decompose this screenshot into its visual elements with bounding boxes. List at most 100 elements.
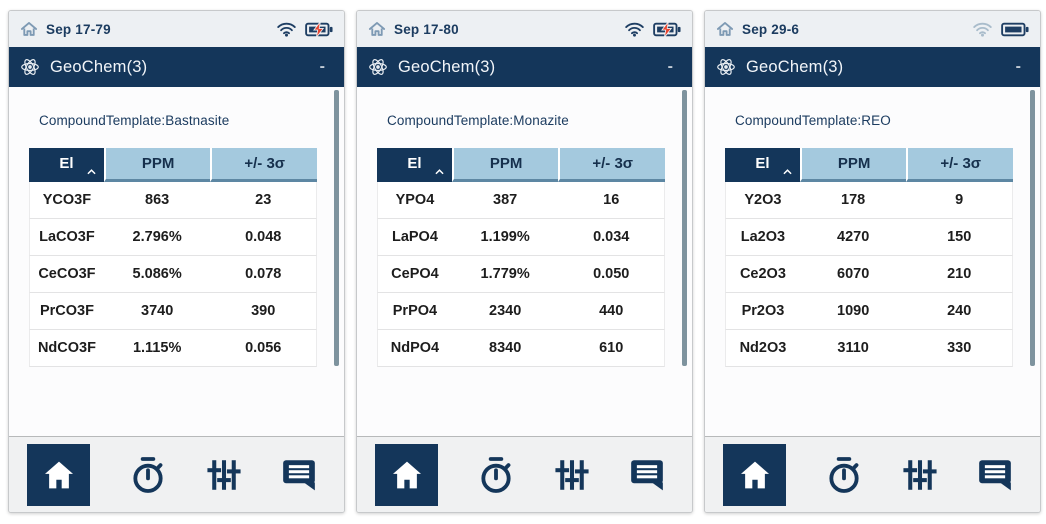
table-cell: 0.078 bbox=[210, 256, 317, 293]
column-header-ppm[interactable]: PPM bbox=[799, 148, 907, 182]
notes-button[interactable] bbox=[976, 457, 1014, 492]
table-row: YPO4 387 16 bbox=[377, 182, 665, 219]
charging-bolt-icon bbox=[305, 22, 333, 37]
table-row: NdPO4 8340 610 bbox=[377, 330, 665, 367]
chat-icon bbox=[280, 457, 318, 492]
notes-button[interactable] bbox=[628, 457, 666, 492]
table-cell: CeCO3F bbox=[29, 256, 104, 293]
column-header-element[interactable]: El bbox=[29, 148, 104, 182]
bottom-toolbar bbox=[705, 436, 1040, 512]
table-cell: LaCO3F bbox=[29, 219, 104, 256]
battery-icon bbox=[305, 22, 333, 37]
table-cell: 8340 bbox=[451, 330, 559, 367]
home-nav-button[interactable] bbox=[27, 443, 90, 506]
app-header: GeoChem(3) - bbox=[9, 47, 344, 87]
column-header-ppm[interactable]: PPM bbox=[103, 148, 211, 182]
table-header-row: El PPM +/- 3σ bbox=[377, 148, 665, 182]
battery-icon bbox=[653, 22, 681, 37]
table-row: YCO3F 863 23 bbox=[29, 182, 317, 219]
table-row: Ce2O3 6070 210 bbox=[725, 256, 1013, 293]
test-timer-button[interactable] bbox=[476, 455, 516, 495]
vertical-scrollbar[interactable] bbox=[1030, 90, 1035, 366]
column-header-ppm[interactable]: PPM bbox=[451, 148, 559, 182]
table-cell: 210 bbox=[906, 256, 1013, 293]
stopwatch-icon bbox=[824, 455, 864, 495]
table-cell: 9 bbox=[906, 182, 1013, 219]
table-row: PrCO3F 3740 390 bbox=[29, 293, 317, 330]
settings-sliders-button[interactable] bbox=[206, 457, 242, 493]
compound-template-label: CompoundTemplate:Bastnasite bbox=[39, 113, 230, 128]
table-cell: 2.796% bbox=[103, 219, 211, 256]
status-bar: Sep 17-80 bbox=[357, 11, 692, 47]
column-header-sigma[interactable]: +/- 3σ bbox=[210, 148, 317, 182]
column-header-element[interactable]: El bbox=[377, 148, 452, 182]
status-bar: Sep 29-6 bbox=[705, 11, 1040, 47]
app-title: GeoChem(3) bbox=[746, 57, 844, 76]
status-date-label: Sep 17-79 bbox=[46, 21, 111, 37]
test-timer-button[interactable] bbox=[824, 455, 864, 495]
minimize-button[interactable]: - bbox=[667, 58, 673, 75]
wifi-icon bbox=[276, 21, 297, 37]
test-timer-button[interactable] bbox=[128, 455, 168, 495]
table-row: CeCO3F 5.086% 0.078 bbox=[29, 256, 317, 293]
table-cell: Ce2O3 bbox=[725, 256, 800, 293]
status-bar: Sep 17-79 bbox=[9, 11, 344, 47]
notes-button[interactable] bbox=[280, 457, 318, 492]
column-header-sigma[interactable]: +/- 3σ bbox=[906, 148, 1013, 182]
table-cell: 2340 bbox=[451, 293, 559, 330]
atom-icon bbox=[715, 56, 737, 78]
home-icon bbox=[391, 460, 423, 490]
compound-template-label: CompoundTemplate:REO bbox=[735, 113, 891, 128]
home-status-icon bbox=[20, 21, 38, 37]
table-cell: 3740 bbox=[103, 293, 211, 330]
chat-icon bbox=[628, 457, 666, 492]
table-cell: 0.056 bbox=[210, 330, 317, 367]
table-row: CePO4 1.779% 0.050 bbox=[377, 256, 665, 293]
column-header-element[interactable]: El bbox=[725, 148, 800, 182]
app-header: GeoChem(3) - bbox=[705, 47, 1040, 87]
atom-icon bbox=[19, 56, 41, 78]
results-table-body: Y2O3 178 9 La2O3 4270 150 Ce2O3 6070 210 Pr2O3 109… bbox=[725, 182, 1013, 367]
home-status-icon bbox=[716, 21, 734, 37]
table-cell: 3110 bbox=[799, 330, 907, 367]
table-cell: 16 bbox=[558, 182, 665, 219]
table-cell: Nd2O3 bbox=[725, 330, 800, 367]
table-cell: 4270 bbox=[799, 219, 907, 256]
results-content: CompoundTemplate:REO El PPM +/- 3σ bbox=[705, 87, 1040, 436]
compound-template-label: CompoundTemplate:Monazite bbox=[387, 113, 569, 128]
minimize-button[interactable]: - bbox=[319, 58, 325, 75]
results-table: El PPM +/- 3σ Y2O3 178 9 La2O3 4270 150 Ce2O3 6… bbox=[725, 148, 1013, 367]
home-icon bbox=[739, 460, 771, 490]
table-row: LaPO4 1.199% 0.034 bbox=[377, 219, 665, 256]
table-cell: 330 bbox=[906, 330, 1013, 367]
table-cell: 240 bbox=[906, 293, 1013, 330]
bottom-toolbar bbox=[9, 436, 344, 512]
wifi-icon bbox=[624, 21, 645, 37]
status-date-label: Sep 17-80 bbox=[394, 21, 459, 37]
table-cell: 440 bbox=[558, 293, 665, 330]
charging-bolt-icon bbox=[653, 22, 681, 37]
table-header-row: El PPM +/- 3σ bbox=[29, 148, 317, 182]
home-nav-button[interactable] bbox=[723, 443, 786, 506]
settings-sliders-button[interactable] bbox=[902, 457, 938, 493]
vertical-scrollbar[interactable] bbox=[682, 90, 687, 366]
bottom-toolbar bbox=[357, 436, 692, 512]
table-cell: 390 bbox=[210, 293, 317, 330]
table-cell: 0.050 bbox=[558, 256, 665, 293]
settings-sliders-button[interactable] bbox=[554, 457, 590, 493]
table-cell: 1.199% bbox=[451, 219, 559, 256]
table-cell: 0.048 bbox=[210, 219, 317, 256]
device-screen-reo: Sep 29-6 GeoChem(3) - CompoundTemplate:R… bbox=[704, 10, 1041, 513]
minimize-button[interactable]: - bbox=[1015, 58, 1021, 75]
device-screen-bastnasite: Sep 17-79 GeoChem(3) - CompoundTemplate:… bbox=[8, 10, 345, 513]
column-header-sigma[interactable]: +/- 3σ bbox=[558, 148, 665, 182]
table-cell: La2O3 bbox=[725, 219, 800, 256]
table-header-row: El PPM +/- 3σ bbox=[725, 148, 1013, 182]
results-content: CompoundTemplate:Bastnasite El PPM +/- 3… bbox=[9, 87, 344, 436]
sort-ascending-icon bbox=[435, 169, 444, 175]
app-title: GeoChem(3) bbox=[398, 57, 496, 76]
table-cell: 5.086% bbox=[103, 256, 211, 293]
home-nav-button[interactable] bbox=[375, 443, 438, 506]
vertical-scrollbar[interactable] bbox=[334, 90, 339, 366]
table-cell: 1.115% bbox=[103, 330, 211, 367]
